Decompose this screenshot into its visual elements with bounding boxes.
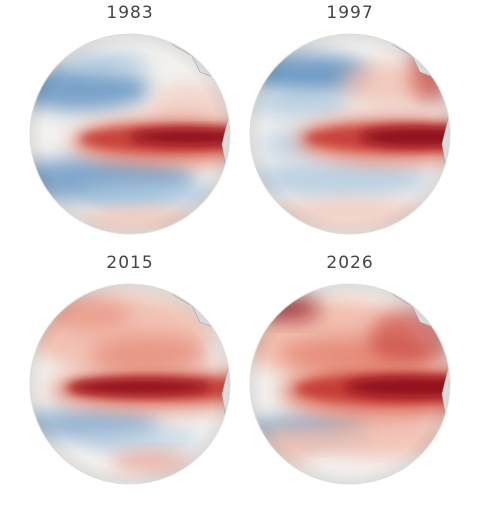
globe-shade [30,34,230,234]
globe [30,284,230,484]
panel-title: 1997 [326,3,373,23]
globe-outline [29,283,231,485]
globe-panel: 2026 [249,253,451,485]
globe-outline [249,33,451,235]
globe-outline [29,33,231,235]
globe-shade [30,284,230,484]
globe-shade [250,34,450,234]
globe-panel: 2015 [29,253,231,485]
panel-title: 1983 [106,3,153,23]
globe-outline [249,283,451,485]
panel-title: 2026 [326,253,373,273]
globe-panel: 1997 [249,3,451,235]
globe-panel: 1983 [29,3,231,235]
globe-shade [250,284,450,484]
globe [250,34,450,234]
panel-title: 2015 [106,253,153,273]
globe [250,284,450,484]
